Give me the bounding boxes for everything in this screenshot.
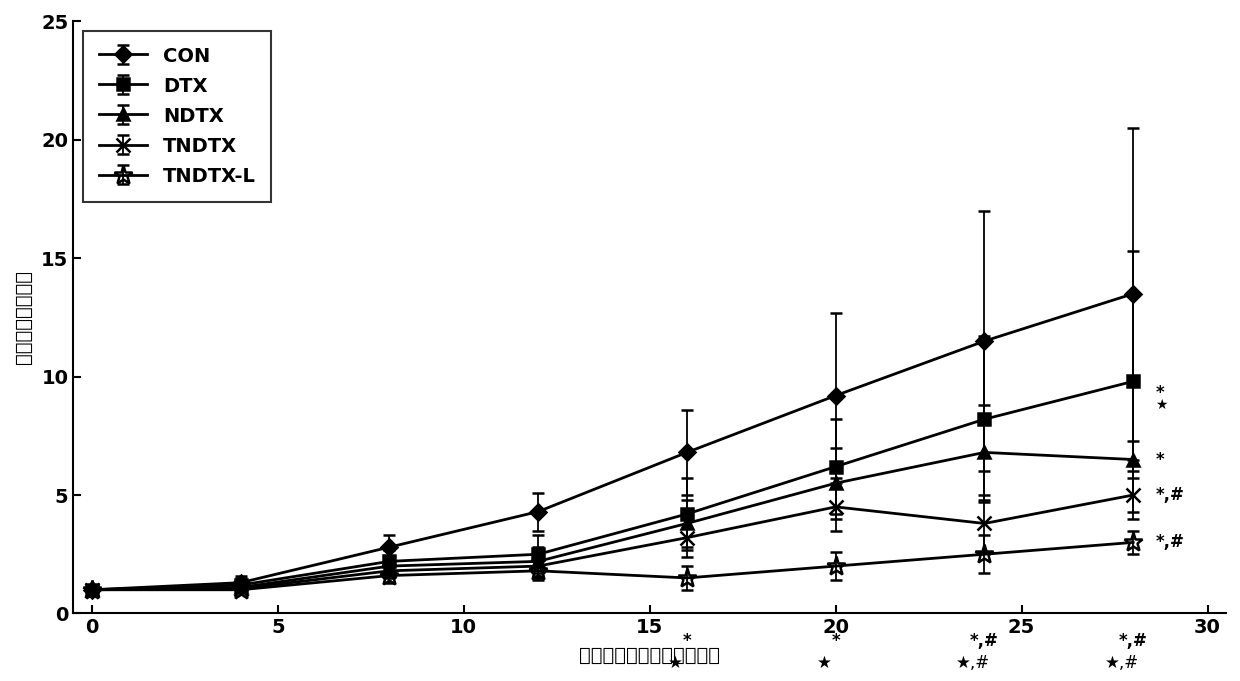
- Text: *,#: *,#: [1118, 633, 1147, 650]
- Y-axis label: 相对肆瘾体积变化: 相对肆瘾体积变化: [14, 270, 33, 364]
- Text: ★,#: ★,#: [956, 654, 991, 671]
- Text: *: *: [1156, 451, 1164, 469]
- X-axis label: 药物注射后的时间（天数）: 药物注射后的时间（天数）: [579, 646, 720, 665]
- Text: *,#: *,#: [1156, 486, 1184, 504]
- Text: *: *: [1156, 384, 1164, 402]
- Text: *,#: *,#: [1156, 533, 1184, 552]
- Text: *: *: [682, 633, 691, 650]
- Text: *,#: *,#: [970, 633, 999, 650]
- Text: ★,#: ★,#: [1105, 654, 1140, 671]
- Text: ★: ★: [668, 654, 683, 671]
- Text: ★: ★: [1156, 398, 1168, 412]
- Text: ★: ★: [817, 654, 832, 671]
- Legend: CON, DTX, NDTX, TNDTX, TNDTX-L: CON, DTX, NDTX, TNDTX, TNDTX-L: [83, 31, 272, 202]
- Text: *: *: [831, 633, 839, 650]
